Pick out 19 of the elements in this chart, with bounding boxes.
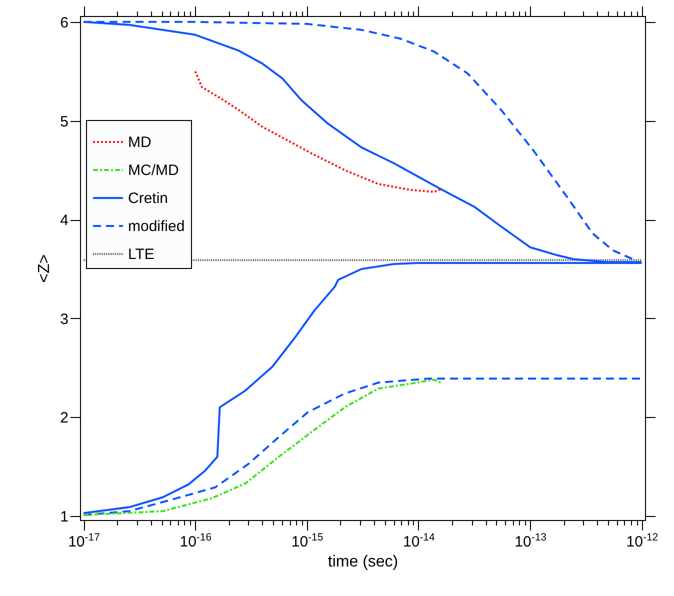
x-tick-label: 10$^{-12}$	[626, 532, 658, 550]
x-tick-label: 10$^{-14}$	[403, 532, 436, 550]
legend-label: modified	[128, 218, 185, 235]
x-tick-label: 10$^{-13}$	[514, 532, 547, 550]
legend-label: Cretin	[128, 190, 168, 207]
y-tick-label: 6	[60, 14, 68, 32]
x-tick-label: 10$^{-16}$	[180, 532, 212, 550]
y-tick-label: 5	[60, 113, 68, 130]
x-tick-label: 10$^{-15}$	[291, 532, 324, 550]
legend-label: MD	[128, 134, 152, 151]
x-axis-title: time (sec)	[328, 554, 398, 570]
y-tick-label: 3	[60, 310, 68, 328]
x-tick-label: 10$^{-17}$	[68, 532, 100, 550]
y-tick-label: 2	[60, 410, 68, 427]
legend-label: LTE	[128, 246, 154, 263]
legend-label: MC/MD	[128, 162, 179, 179]
y-tick-label: 1	[60, 508, 68, 526]
y-tick-label: 4	[60, 212, 68, 230]
y-axis-title: <Z>	[36, 254, 54, 283]
